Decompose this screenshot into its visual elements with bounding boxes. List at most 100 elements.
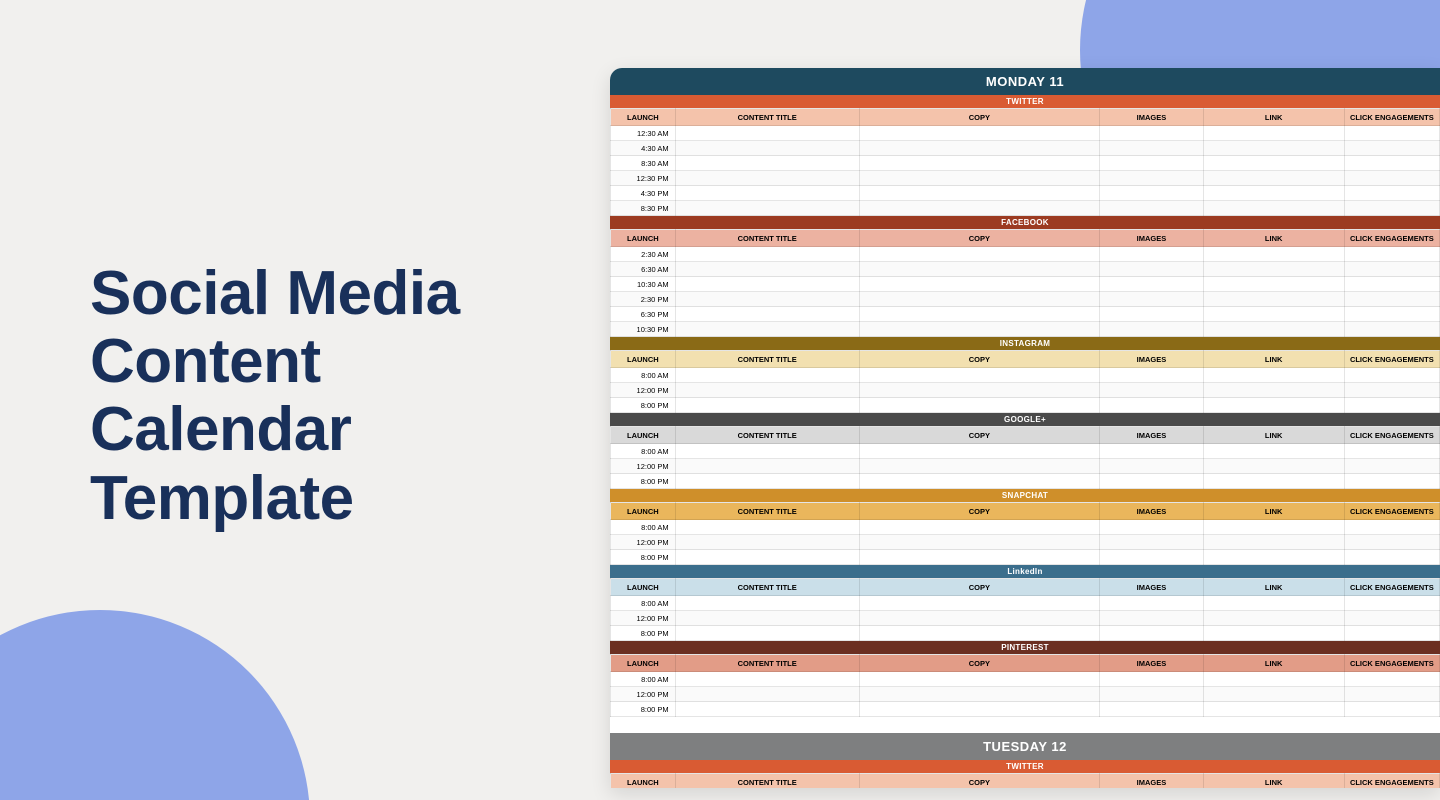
cell-link bbox=[1203, 247, 1344, 262]
cell-content-title bbox=[675, 201, 859, 216]
cell-images bbox=[1100, 474, 1204, 489]
table-row: 8:00 AM bbox=[611, 520, 1440, 535]
cell-copy bbox=[859, 141, 1099, 156]
table-row: 8:00 AM bbox=[611, 596, 1440, 611]
cell-clicks bbox=[1344, 596, 1439, 611]
cell-launch-time: 8:00 PM bbox=[611, 626, 676, 641]
cell-clicks bbox=[1344, 307, 1439, 322]
cell-clicks bbox=[1344, 277, 1439, 292]
cell-content-title bbox=[675, 535, 859, 550]
cell-link bbox=[1203, 307, 1344, 322]
col-images: IMAGES bbox=[1100, 427, 1204, 444]
cell-launch-time: 8:00 AM bbox=[611, 596, 676, 611]
cell-link bbox=[1203, 186, 1344, 201]
col-link: LINK bbox=[1203, 351, 1344, 368]
platform-table: LAUNCHCONTENT TITLECOPYIMAGESLINKCLICK E… bbox=[610, 502, 1440, 565]
cell-launch-time: 8:30 PM bbox=[611, 201, 676, 216]
cell-clicks bbox=[1344, 186, 1439, 201]
cell-copy bbox=[859, 687, 1099, 702]
cell-launch-time: 12:30 PM bbox=[611, 171, 676, 186]
cell-images bbox=[1100, 383, 1204, 398]
cell-copy bbox=[859, 626, 1099, 641]
col-launch: LAUNCH bbox=[611, 579, 676, 596]
table-row: 8:00 PM bbox=[611, 398, 1440, 413]
cell-images bbox=[1100, 687, 1204, 702]
table-row: 12:30 AM bbox=[611, 126, 1440, 141]
col-copy: COPY bbox=[859, 427, 1099, 444]
col-link: LINK bbox=[1203, 579, 1344, 596]
table-row: 8:00 AM bbox=[611, 672, 1440, 687]
cell-images bbox=[1100, 672, 1204, 687]
cell-launch-time: 8:00 PM bbox=[611, 550, 676, 565]
col-launch: LAUNCH bbox=[611, 503, 676, 520]
cell-clicks bbox=[1344, 702, 1439, 717]
col-launch: LAUNCH bbox=[611, 427, 676, 444]
cell-clicks bbox=[1344, 201, 1439, 216]
platform-header: INSTAGRAM bbox=[610, 337, 1440, 350]
col-link: LINK bbox=[1203, 774, 1344, 789]
cell-content-title bbox=[675, 277, 859, 292]
platform-table: LAUNCHCONTENT TITLECOPYIMAGESLINKCLICK E… bbox=[610, 773, 1440, 788]
cell-copy bbox=[859, 322, 1099, 337]
cell-copy bbox=[859, 702, 1099, 717]
cell-launch-time: 12:00 PM bbox=[611, 459, 676, 474]
cell-content-title bbox=[675, 672, 859, 687]
cell-copy bbox=[859, 368, 1099, 383]
cell-link bbox=[1203, 398, 1344, 413]
cell-clicks bbox=[1344, 126, 1439, 141]
cell-link bbox=[1203, 444, 1344, 459]
table-row: 8:00 AM bbox=[611, 444, 1440, 459]
cell-copy bbox=[859, 520, 1099, 535]
cell-content-title bbox=[675, 322, 859, 337]
cell-copy bbox=[859, 201, 1099, 216]
platform-header: GOOGLE+ bbox=[610, 413, 1440, 426]
table-row: 12:00 PM bbox=[611, 459, 1440, 474]
cell-link bbox=[1203, 277, 1344, 292]
cell-link bbox=[1203, 474, 1344, 489]
cell-images bbox=[1100, 277, 1204, 292]
col-copy: COPY bbox=[859, 109, 1099, 126]
table-row: 8:00 PM bbox=[611, 550, 1440, 565]
col-launch: LAUNCH bbox=[611, 109, 676, 126]
col-launch: LAUNCH bbox=[611, 351, 676, 368]
cell-images bbox=[1100, 535, 1204, 550]
col-link: LINK bbox=[1203, 503, 1344, 520]
col-link: LINK bbox=[1203, 427, 1344, 444]
cell-clicks bbox=[1344, 444, 1439, 459]
cell-link bbox=[1203, 368, 1344, 383]
col-clicks: CLICK ENGAGEMENTS bbox=[1344, 109, 1439, 126]
col-content-title: CONTENT TITLE bbox=[675, 427, 859, 444]
cell-copy bbox=[859, 171, 1099, 186]
cell-content-title bbox=[675, 444, 859, 459]
col-content-title: CONTENT TITLE bbox=[675, 774, 859, 789]
cell-images bbox=[1100, 201, 1204, 216]
cell-link bbox=[1203, 322, 1344, 337]
cell-launch-time: 6:30 AM bbox=[611, 262, 676, 277]
col-copy: COPY bbox=[859, 230, 1099, 247]
cell-launch-time: 8:00 AM bbox=[611, 444, 676, 459]
platform-table: LAUNCHCONTENT TITLECOPYIMAGESLINKCLICK E… bbox=[610, 426, 1440, 489]
table-row: 8:00 PM bbox=[611, 474, 1440, 489]
day-header: MONDAY 11 bbox=[610, 68, 1440, 95]
col-clicks: CLICK ENGAGEMENTS bbox=[1344, 351, 1439, 368]
cell-content-title bbox=[675, 383, 859, 398]
table-row: 6:30 AM bbox=[611, 262, 1440, 277]
cell-launch-time: 12:00 PM bbox=[611, 535, 676, 550]
cell-images bbox=[1100, 398, 1204, 413]
cell-images bbox=[1100, 171, 1204, 186]
cell-launch-time: 12:30 AM bbox=[611, 126, 676, 141]
cell-link bbox=[1203, 550, 1344, 565]
cell-launch-time: 6:30 PM bbox=[611, 307, 676, 322]
platform-table: LAUNCHCONTENT TITLECOPYIMAGESLINKCLICK E… bbox=[610, 578, 1440, 641]
cell-launch-time: 8:00 PM bbox=[611, 398, 676, 413]
table-row: 4:30 AM bbox=[611, 141, 1440, 156]
cell-launch-time: 2:30 AM bbox=[611, 247, 676, 262]
cell-launch-time: 8:30 AM bbox=[611, 156, 676, 171]
cell-launch-time: 12:00 PM bbox=[611, 687, 676, 702]
col-images: IMAGES bbox=[1100, 579, 1204, 596]
cell-content-title bbox=[675, 596, 859, 611]
cell-content-title bbox=[675, 292, 859, 307]
cell-launch-time: 8:00 AM bbox=[611, 368, 676, 383]
cell-content-title bbox=[675, 307, 859, 322]
cell-copy bbox=[859, 550, 1099, 565]
